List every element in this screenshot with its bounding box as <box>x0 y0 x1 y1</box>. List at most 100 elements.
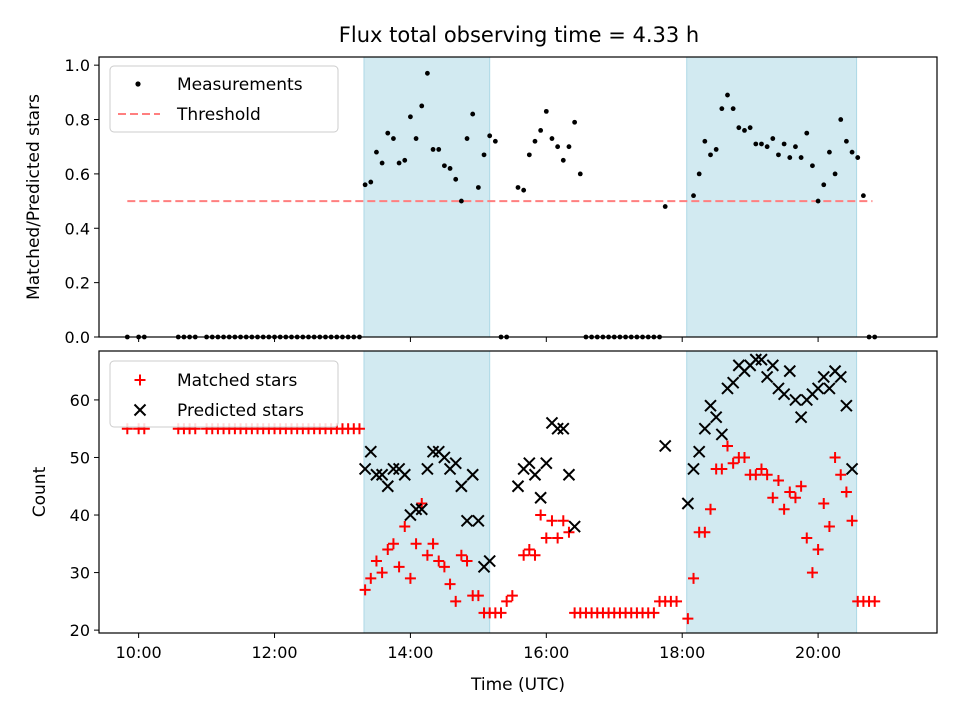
measurement-point <box>408 114 413 120</box>
bottom-y-tick-label: 20 <box>70 621 90 640</box>
measurement-point <box>736 125 742 131</box>
measurement-point <box>821 182 827 188</box>
matched-star-point <box>421 549 433 561</box>
matched-star-point <box>772 474 784 486</box>
measurement-point <box>572 119 578 125</box>
predicted-star-point <box>783 364 796 378</box>
matched-star-point <box>750 469 762 481</box>
matched-star-point <box>523 544 535 556</box>
top-y-tick-label: 0.6 <box>65 165 90 184</box>
bottom-shaded-interval <box>363 350 491 634</box>
predicted-star-point <box>415 503 428 516</box>
matched-star-point <box>738 451 750 463</box>
matched-star-point <box>835 469 847 481</box>
matched-star-point <box>540 532 552 544</box>
x-axis-label: Time (UTC) <box>470 675 565 695</box>
top-y-tick-label: 0.4 <box>65 219 90 238</box>
predicted-star-point <box>692 445 706 458</box>
predicted-star-point <box>551 422 564 435</box>
matched-star-point <box>376 567 388 579</box>
matched-star-point <box>461 555 473 567</box>
measurement-point <box>487 133 493 139</box>
measurement-point <box>441 163 447 169</box>
matched-star-point <box>410 538 422 550</box>
matched-star-point <box>840 486 852 498</box>
measurement-point <box>560 157 566 163</box>
predicted-star-point <box>381 480 394 493</box>
measurement-point <box>413 136 419 141</box>
measurement-point <box>549 136 555 141</box>
matched-star-point <box>767 492 779 504</box>
measurement-point <box>810 163 815 169</box>
predicted-star-point <box>364 445 377 458</box>
predicted-star-point <box>834 370 847 384</box>
measurement-point <box>577 171 583 177</box>
matched-star-point <box>699 526 711 538</box>
measurement-point <box>453 176 459 182</box>
measurement-point <box>470 111 476 117</box>
predicted-star-point <box>726 376 740 389</box>
predicted-star-point <box>528 468 542 481</box>
measurement-point <box>391 136 396 141</box>
measurement-point <box>832 171 838 177</box>
measurement-point <box>566 144 572 150</box>
measurement-point <box>481 152 487 158</box>
predicted-star-point <box>421 462 434 476</box>
measurement-point <box>526 152 532 158</box>
predicted-star-point <box>370 468 383 481</box>
matched-star-point <box>557 515 569 527</box>
predicted-star-point <box>840 399 853 412</box>
predicted-star-point <box>511 480 525 493</box>
bottom-panel: 20 30 40 50 60 10:00 12:00 14:00 16:00 18:00 20:00… <box>30 350 938 695</box>
measurement-point <box>702 138 708 144</box>
figure-title: Flux total observing time = 4.33 h <box>339 23 699 47</box>
matched-star-point <box>563 526 575 538</box>
x-tick-label: 10:00 <box>116 643 162 662</box>
matched-star-point <box>722 440 733 452</box>
matched-star-point <box>778 503 790 515</box>
measurement-point <box>827 149 832 155</box>
predicted-star-point <box>472 514 485 527</box>
measurement-point <box>776 152 781 158</box>
matched-star-point <box>755 463 767 475</box>
predicted-star-point <box>823 382 836 395</box>
matched-star-point <box>501 595 513 607</box>
predicted-star-point <box>455 480 468 493</box>
matched-star-point <box>682 613 694 625</box>
top-y-tick-label: 0.8 <box>65 111 90 130</box>
matched-star-point <box>823 521 835 533</box>
measurement-point <box>543 108 549 114</box>
measurement-point <box>447 166 453 171</box>
measurement-point <box>838 117 844 122</box>
top-legend: Measurements Threshold <box>109 65 339 133</box>
matched-star-point <box>801 532 813 544</box>
predicted-star-point <box>375 468 389 481</box>
matched-star-point <box>795 480 807 492</box>
matched-star-point <box>812 544 824 556</box>
top-plot-frame <box>98 56 938 338</box>
matched-star-point <box>716 463 728 475</box>
matched-star-point <box>761 469 773 481</box>
matched-star-point <box>506 590 518 602</box>
matched-star-point <box>393 561 405 573</box>
measurement-point <box>742 127 747 133</box>
bottom-plot-frame <box>98 350 938 634</box>
measurement-point <box>730 106 736 112</box>
measurement-point <box>787 155 793 160</box>
predicted-star-point <box>398 468 411 481</box>
measurement-point <box>402 157 408 163</box>
matched-star-point <box>382 544 394 556</box>
predicted-star-point <box>540 457 553 470</box>
matched-star-point <box>353 423 365 435</box>
top-y-axis-label: Matched/Predicted stars <box>24 94 44 300</box>
matched-star-point <box>806 567 818 579</box>
top-y-tick-label: 0.0 <box>65 328 90 347</box>
predicted-star-point <box>811 382 825 395</box>
measurement-point <box>747 125 753 131</box>
measurement-point <box>781 141 787 147</box>
predicted-star-point <box>794 410 808 424</box>
bottom-legend-box <box>109 360 339 428</box>
measurement-point <box>385 130 391 136</box>
measurement-point <box>855 155 861 160</box>
top-y-tick-label: 1.0 <box>65 56 90 75</box>
